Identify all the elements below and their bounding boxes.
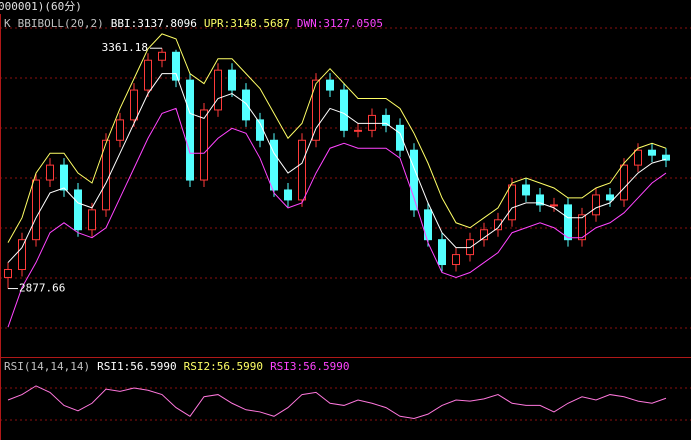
min-annotation: 2877.66	[19, 282, 65, 295]
candle-body	[60, 164, 68, 191]
candle-body	[382, 114, 390, 126]
candle-body	[452, 254, 460, 266]
candle-body	[606, 194, 614, 201]
band-line	[7, 33, 667, 243]
max-annotation: 3361.18	[102, 41, 148, 54]
candle-body	[424, 209, 432, 241]
chart-title: 000001)(60分)	[0, 0, 82, 13]
candle-body	[46, 164, 54, 181]
indicator-label: BBIBOLL(20,2)	[18, 17, 104, 30]
rsi-label: RSI(14,14,14)	[4, 360, 90, 373]
candle-body	[158, 51, 166, 61]
candle-body	[508, 184, 516, 221]
candle-body	[284, 189, 292, 201]
candle-body	[354, 129, 362, 132]
candle-body	[564, 204, 572, 241]
candle-body	[130, 89, 138, 121]
candle-body	[396, 124, 404, 151]
indicator-label: K	[4, 17, 11, 30]
candle-body	[494, 219, 502, 231]
candle-body	[270, 139, 278, 191]
candle-body	[648, 149, 656, 156]
band-line	[7, 107, 667, 328]
indicator-label: DWN:3127.0505	[297, 17, 383, 30]
candle-body	[438, 239, 446, 266]
indicator-label: UPR:3148.5687	[204, 17, 290, 30]
candle-body	[550, 204, 558, 207]
grid	[0, 27, 691, 421]
candle-body	[312, 79, 320, 141]
candle-body	[74, 189, 82, 231]
rsi-line	[7, 385, 667, 419]
candle-body	[200, 109, 208, 181]
candle-body	[620, 164, 628, 201]
indicator-label: BBI:3137.8096	[111, 17, 197, 30]
candle-body	[522, 184, 530, 196]
candle-body	[662, 154, 670, 161]
candle-body	[186, 79, 194, 181]
band-line	[7, 73, 667, 263]
candle-body	[298, 139, 306, 201]
candle-body	[214, 69, 222, 111]
candle-body	[32, 179, 40, 241]
candle-body	[172, 51, 180, 81]
candle-body	[578, 214, 586, 241]
candle-body	[144, 59, 152, 91]
candle-body	[340, 89, 348, 131]
rsi-label: RSI3:56.5990	[270, 360, 349, 373]
rsi-label: RSI1:56.5990	[97, 360, 176, 373]
candle-body	[88, 209, 96, 231]
candle-body	[536, 194, 544, 206]
candle-body	[228, 69, 236, 91]
rsi-label: RSI2:56.5990	[184, 360, 263, 373]
candle-body	[326, 79, 334, 91]
candle-body	[242, 89, 250, 121]
candle-body	[410, 149, 418, 211]
candle-body	[18, 239, 26, 271]
candle-body	[634, 149, 642, 166]
candle-body	[4, 269, 12, 278]
candle-body	[116, 119, 124, 141]
candle-body	[592, 194, 600, 216]
